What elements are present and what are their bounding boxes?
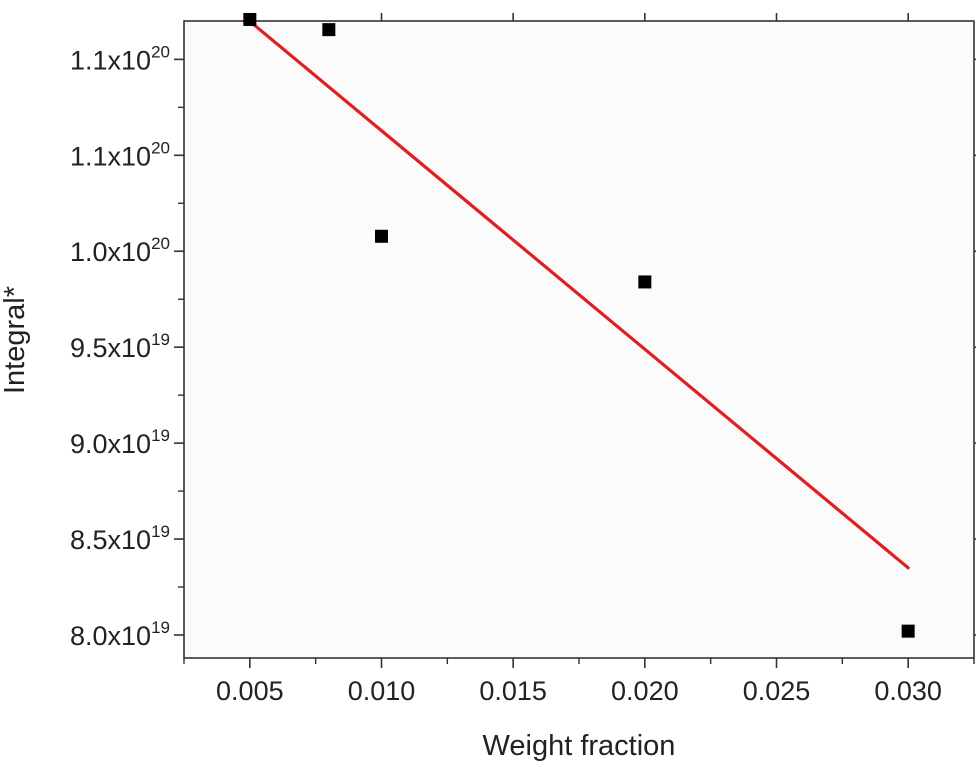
y-tick-base: 1.1x10 [70, 45, 151, 75]
x-tick-label: 0.005 [216, 676, 284, 706]
x-tick-label: 0.015 [479, 676, 547, 706]
data-points [243, 12, 915, 638]
x-tick-label: 0.025 [743, 676, 811, 706]
x-axis-ticks: 0.005 0.010 0.015 0.020 0.025 0.030 [183, 13, 975, 706]
x-tick-label: 0.020 [611, 676, 679, 706]
y-axis-title: Integral* [0, 286, 31, 394]
y-tick-exponent: 19 [151, 426, 170, 445]
data-point [322, 23, 336, 37]
y-tick-exponent: 20 [151, 42, 170, 61]
data-point [375, 229, 388, 243]
fit-line-layer [248, 19, 910, 570]
y-tick-exponent: 20 [151, 138, 170, 157]
y-tick-base: 9.0x10 [70, 429, 151, 459]
y-tick-base: 1.1x10 [70, 141, 151, 171]
y-tick-label: 9.0x1019 [70, 426, 170, 459]
data-point [243, 12, 257, 26]
x-tick-label: 0.010 [348, 676, 416, 706]
x-axis-title: Weight fraction [483, 730, 676, 762]
y-axis-ticks: 8.0x10198.5x10199.0x10199.5x10191.0x1020… [70, 42, 976, 651]
data-point [901, 624, 915, 638]
plot-area [183, 20, 975, 659]
y-tick-label: 8.5x1019 [70, 522, 170, 555]
y-tick-exponent: 19 [151, 618, 170, 637]
y-tick-base: 8.5x10 [70, 525, 151, 555]
y-tick-exponent: 19 [151, 522, 170, 541]
y-tick-label: 9.5x1019 [70, 330, 170, 363]
y-tick-label: 1.1x1020 [70, 42, 170, 75]
data-point [638, 275, 652, 289]
y-tick-label: 1.0x1020 [70, 234, 170, 267]
y-tick-base: 9.5x10 [70, 333, 151, 363]
fit-line [248, 19, 910, 570]
x-tick-label: 0.030 [874, 676, 942, 706]
y-tick-exponent: 20 [151, 234, 170, 253]
y-tick-exponent: 19 [151, 330, 170, 349]
y-tick-label: 1.1x1020 [70, 138, 170, 171]
y-tick-label: 8.0x1019 [70, 618, 170, 651]
y-tick-base: 1.0x10 [70, 237, 151, 267]
y-tick-base: 8.0x10 [70, 621, 151, 651]
